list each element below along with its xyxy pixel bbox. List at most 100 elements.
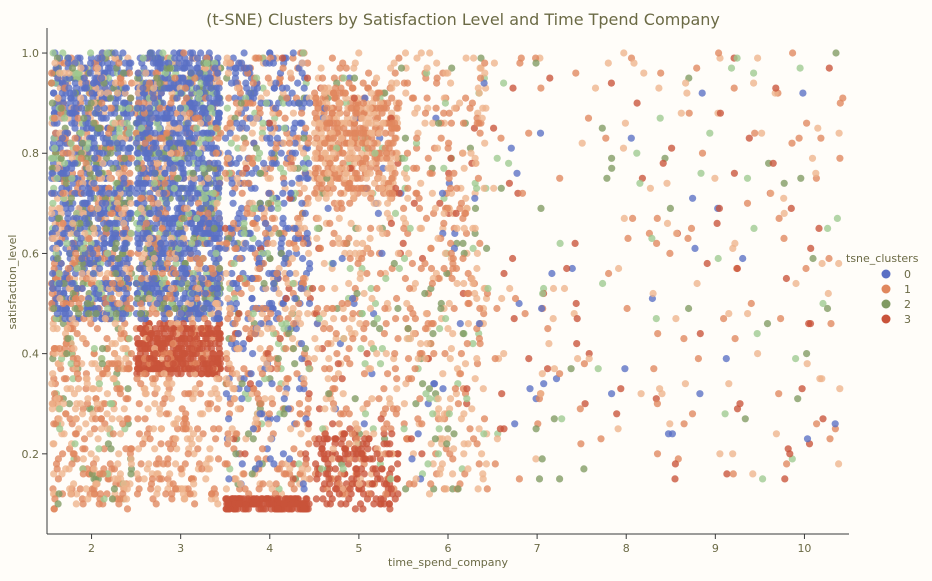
data-point-cluster-1 <box>425 490 434 498</box>
data-point-cluster-0 <box>247 370 255 378</box>
data-point-cluster-1 <box>190 450 198 458</box>
data-point-cluster-1 <box>404 184 412 192</box>
data-point-cluster-2 <box>55 490 63 498</box>
data-point-cluster-1 <box>334 124 342 132</box>
data-point-cluster-2 <box>733 54 741 62</box>
data-point-cluster-2 <box>127 94 135 102</box>
data-point-cluster-1 <box>321 365 329 373</box>
data-point-cluster-1 <box>82 485 90 493</box>
data-point-cluster-1 <box>427 264 436 273</box>
data-point-cluster-0 <box>608 390 616 398</box>
data-point-cluster-1 <box>265 420 273 428</box>
data-point-cluster-1 <box>750 79 758 87</box>
data-point-cluster-1 <box>649 289 657 298</box>
data-point-cluster-0 <box>288 89 296 97</box>
data-point-cluster-0 <box>179 294 187 303</box>
data-point-cluster-1 <box>304 310 312 318</box>
data-point-cluster-1 <box>359 79 367 87</box>
data-point-cluster-1 <box>470 54 478 62</box>
data-point-cluster-1 <box>103 390 111 398</box>
data-point-cluster-2 <box>361 360 369 368</box>
data-point-cluster-1 <box>280 139 288 147</box>
data-point-cluster-1 <box>295 400 303 408</box>
data-point-cluster-2 <box>763 320 772 328</box>
data-point-cluster-3 <box>345 495 353 503</box>
data-point-cluster-1 <box>605 269 613 278</box>
data-point-cluster-1 <box>366 234 374 242</box>
data-point-cluster-0 <box>215 234 223 242</box>
data-point-cluster-1 <box>430 350 438 358</box>
data-point-cluster-1 <box>515 475 524 483</box>
data-point-cluster-0 <box>50 89 58 97</box>
data-point-cluster-1 <box>342 64 350 72</box>
data-point-cluster-1 <box>446 450 454 458</box>
data-point-cluster-2 <box>656 114 664 122</box>
data-point-cluster-1 <box>556 174 564 182</box>
data-point-cluster-1 <box>242 325 250 333</box>
data-point-cluster-1 <box>447 239 455 247</box>
data-point-cluster-1 <box>460 164 468 172</box>
data-point-cluster-1 <box>448 274 456 283</box>
data-point-cluster-0 <box>57 259 65 268</box>
data-point-cluster-2 <box>240 219 248 227</box>
data-point-cluster-1 <box>334 370 343 378</box>
data-point-cluster-1 <box>114 365 122 373</box>
data-point-cluster-1 <box>355 49 363 57</box>
data-point-cluster-1 <box>407 375 416 383</box>
data-point-cluster-1 <box>462 54 470 62</box>
data-point-cluster-0 <box>201 289 209 298</box>
data-point-cluster-0 <box>260 159 268 167</box>
data-point-cluster-1 <box>479 475 487 483</box>
data-point-cluster-3 <box>377 415 385 423</box>
data-point-cluster-3 <box>338 375 346 383</box>
data-point-cluster-2 <box>367 284 375 293</box>
data-point-cluster-3 <box>819 415 827 423</box>
data-point-cluster-1 <box>417 340 425 348</box>
data-point-cluster-1 <box>468 405 476 413</box>
data-point-cluster-2 <box>532 425 540 433</box>
data-point-cluster-1 <box>693 279 701 288</box>
data-point-cluster-1 <box>101 400 109 408</box>
data-point-cluster-2 <box>794 395 802 403</box>
data-point-cluster-1 <box>580 360 589 368</box>
data-point-cluster-1 <box>813 420 821 428</box>
data-point-cluster-2 <box>796 64 804 72</box>
data-point-cluster-3 <box>715 204 724 212</box>
data-point-cluster-1 <box>166 249 174 257</box>
data-point-cluster-2 <box>401 134 409 142</box>
data-point-cluster-0 <box>238 119 247 127</box>
data-point-cluster-1 <box>319 310 327 318</box>
data-point-cluster-1 <box>134 445 143 453</box>
data-point-cluster-1 <box>720 315 728 323</box>
data-point-cluster-2 <box>429 330 437 338</box>
data-point-cluster-2 <box>85 139 93 147</box>
data-point-cluster-1 <box>404 194 412 202</box>
data-point-cluster-2 <box>538 455 546 463</box>
data-point-cluster-1 <box>465 299 473 308</box>
data-point-cluster-1 <box>656 385 664 393</box>
data-point-cluster-1 <box>532 455 540 463</box>
data-point-cluster-1 <box>70 480 78 488</box>
data-point-cluster-1 <box>95 365 103 373</box>
data-point-cluster-0 <box>64 54 72 62</box>
data-point-cluster-1 <box>404 355 413 363</box>
data-point-cluster-2 <box>824 224 832 232</box>
data-point-cluster-3 <box>276 335 284 343</box>
data-point-cluster-1 <box>368 395 376 403</box>
data-point-cluster-1 <box>637 390 645 398</box>
data-point-cluster-3 <box>388 430 396 438</box>
data-point-cluster-1 <box>292 269 300 278</box>
data-point-cluster-1 <box>73 330 81 338</box>
data-point-cluster-1 <box>493 435 501 443</box>
data-point-cluster-1 <box>584 114 593 122</box>
data-point-cluster-1 <box>803 360 811 368</box>
data-point-cluster-2 <box>313 224 321 232</box>
data-point-cluster-1 <box>238 189 246 197</box>
data-point-cluster-0 <box>227 79 236 87</box>
data-point-cluster-1 <box>349 310 357 318</box>
data-point-cluster-1 <box>73 490 81 498</box>
data-point-cluster-0 <box>136 239 144 247</box>
data-point-cluster-1 <box>296 410 304 418</box>
data-point-cluster-3 <box>713 219 721 227</box>
